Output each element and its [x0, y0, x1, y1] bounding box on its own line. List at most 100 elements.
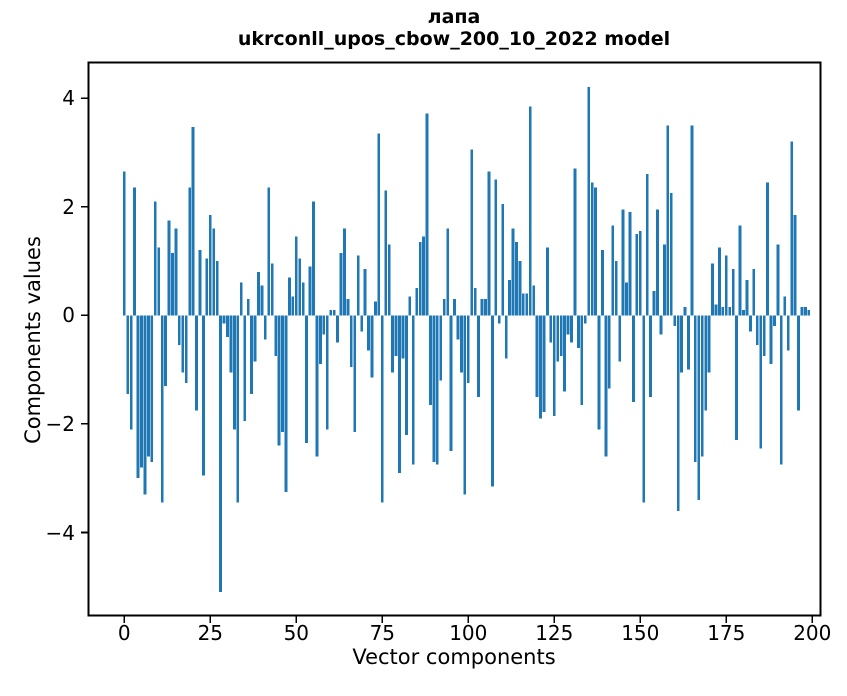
- bar: [618, 315, 622, 362]
- bar: [126, 315, 130, 395]
- bar: [246, 299, 250, 316]
- bar: [243, 315, 247, 422]
- bar: [205, 258, 209, 316]
- bar: [532, 285, 536, 316]
- bar: [690, 125, 694, 316]
- bar: [480, 299, 484, 316]
- bar: [542, 315, 546, 412]
- x-tick-label: 100: [449, 621, 488, 645]
- bar: [453, 299, 456, 316]
- chart-title-word: лапа: [427, 6, 481, 28]
- bar: [143, 315, 147, 495]
- bar: [700, 315, 704, 457]
- bar: [253, 315, 257, 362]
- bar: [446, 228, 450, 316]
- bar: [484, 299, 487, 316]
- bar: [411, 315, 415, 465]
- bar: [731, 269, 735, 316]
- bar: [807, 309, 811, 316]
- bar: [202, 315, 205, 476]
- bar: [597, 315, 601, 430]
- bar: [566, 315, 570, 335]
- bar: [394, 315, 398, 357]
- bar: [528, 106, 532, 316]
- bar: [590, 182, 594, 316]
- bar: [171, 252, 174, 316]
- bar: [663, 244, 666, 316]
- bar: [779, 315, 783, 465]
- bar: [539, 315, 542, 419]
- bar: [233, 315, 236, 430]
- bar: [353, 315, 357, 433]
- bar: [401, 315, 405, 359]
- bar: [652, 290, 656, 316]
- bar: [673, 315, 677, 327]
- bar: [508, 280, 511, 316]
- bar: [449, 315, 453, 452]
- bar: [766, 182, 769, 316]
- bar: [607, 315, 611, 389]
- bar: [435, 315, 439, 465]
- bar: [384, 190, 388, 316]
- bar: [511, 228, 515, 316]
- bar: [491, 315, 494, 487]
- bar: [367, 315, 370, 351]
- bar: [683, 307, 687, 316]
- x-tick-label: 75: [369, 621, 396, 645]
- bar: [786, 315, 790, 351]
- bar: [704, 315, 708, 411]
- bar: [460, 315, 463, 373]
- bar: [239, 282, 243, 316]
- bar: [738, 225, 742, 316]
- bar: [277, 315, 281, 446]
- bar: [288, 277, 291, 316]
- bar: [632, 315, 635, 403]
- bar: [552, 315, 556, 416]
- bar: [332, 309, 336, 316]
- bar: [556, 315, 560, 362]
- bar: [769, 315, 773, 365]
- bar: [439, 315, 443, 381]
- chart-title-model: ukrconll_upos_cbow_200_10_2022 model: [237, 28, 671, 50]
- bar: [257, 271, 260, 316]
- bar: [336, 315, 339, 343]
- chart-title: лапа ukrconll_upos_cbow_200_10_2022 mode…: [88, 6, 820, 50]
- bar: [422, 236, 425, 316]
- bar: [263, 315, 267, 340]
- bar: [349, 315, 353, 367]
- x-axis-label: Vector components: [352, 645, 556, 669]
- bar: [136, 315, 140, 479]
- bar: [425, 113, 429, 316]
- bar: [625, 282, 628, 316]
- bar: [594, 187, 597, 316]
- bar: [322, 315, 326, 335]
- bar: [525, 293, 529, 316]
- plot-border: [87, 61, 822, 617]
- bar: [563, 315, 566, 392]
- bar: [724, 255, 728, 316]
- bar: [718, 247, 721, 316]
- bar: [790, 141, 794, 316]
- bar: [160, 315, 164, 503]
- bar: [429, 315, 432, 405]
- bar: [752, 269, 756, 316]
- bar: [804, 307, 807, 316]
- y-tick-label: 0: [62, 303, 75, 328]
- bar: [587, 87, 591, 316]
- x-tick-label: 0: [117, 621, 131, 645]
- x-tick-label: 25: [197, 621, 224, 645]
- bar: [147, 315, 150, 457]
- bar: [398, 315, 401, 473]
- bar: [442, 299, 446, 316]
- bar: [312, 201, 315, 316]
- bar: [157, 247, 161, 316]
- bar: [504, 315, 508, 359]
- bar: [432, 315, 436, 462]
- bar: [659, 315, 663, 335]
- bar: [604, 315, 608, 457]
- bar: [284, 315, 288, 492]
- bar: [693, 315, 697, 462]
- bar: [294, 236, 298, 316]
